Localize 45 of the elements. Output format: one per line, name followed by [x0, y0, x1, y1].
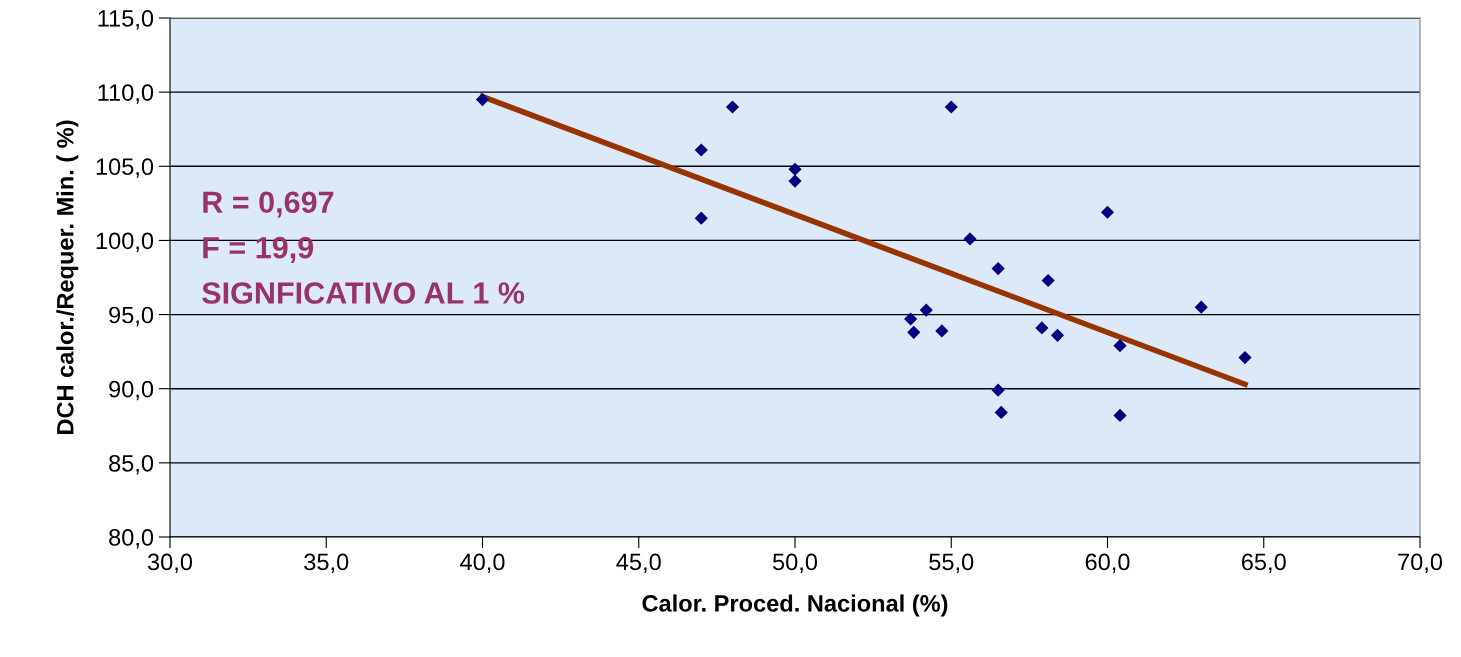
point [944, 100, 958, 114]
y-tick-label: 95,0 [109, 306, 154, 327]
point [788, 174, 802, 188]
y-tick-label: 90,0 [109, 380, 154, 401]
point [991, 383, 1005, 397]
x-tick-label: 30,0 [147, 553, 193, 574]
point [919, 303, 933, 317]
point [963, 232, 977, 246]
point [1238, 350, 1252, 365]
y-axis-title: DCH calor./Requer. Min. ( %) [56, 120, 79, 435]
annotation: SIGNFICATIVO AL 1 % [202, 282, 525, 304]
point [694, 143, 708, 157]
y-tick-label: 115,0 [98, 10, 154, 30]
x-tick-label: 40,0 [460, 553, 505, 574]
point [935, 324, 949, 338]
point [475, 92, 490, 107]
point [694, 211, 708, 225]
x-tick-label: 65,0 [1241, 553, 1286, 574]
point [904, 312, 918, 326]
point [1113, 339, 1127, 353]
x-tick-label: 45,0 [616, 553, 661, 574]
point [725, 100, 740, 114]
x-tick-label: 70,0 [1398, 553, 1443, 574]
x-tick-label: 60,0 [1085, 553, 1130, 574]
annotation: R = 0,697 [203, 191, 334, 218]
x-tick-label: 50,0 [772, 553, 818, 574]
y-tick-label: 100,0 [96, 232, 154, 253]
point [788, 162, 802, 176]
x-axis-title: Calor. Proced. Nacional (%) [642, 594, 948, 617]
x-tick-label: 35,0 [304, 553, 349, 574]
y-tick-label: 110,0 [98, 84, 154, 104]
point [1050, 328, 1065, 342]
y-tick-label: 105,0 [96, 158, 154, 178]
point [1194, 300, 1208, 314]
point [907, 325, 921, 339]
point [1041, 273, 1055, 288]
annotation: F = 19,9 [203, 236, 314, 263]
point [1113, 408, 1127, 422]
point [991, 262, 1005, 276]
point [994, 405, 1008, 420]
point [1100, 205, 1115, 219]
y-tick-label: 85,0 [109, 454, 154, 475]
x-tick-label: 55,0 [929, 553, 974, 574]
y-tick-label: 80,0 [109, 529, 154, 549]
point [1035, 321, 1049, 335]
